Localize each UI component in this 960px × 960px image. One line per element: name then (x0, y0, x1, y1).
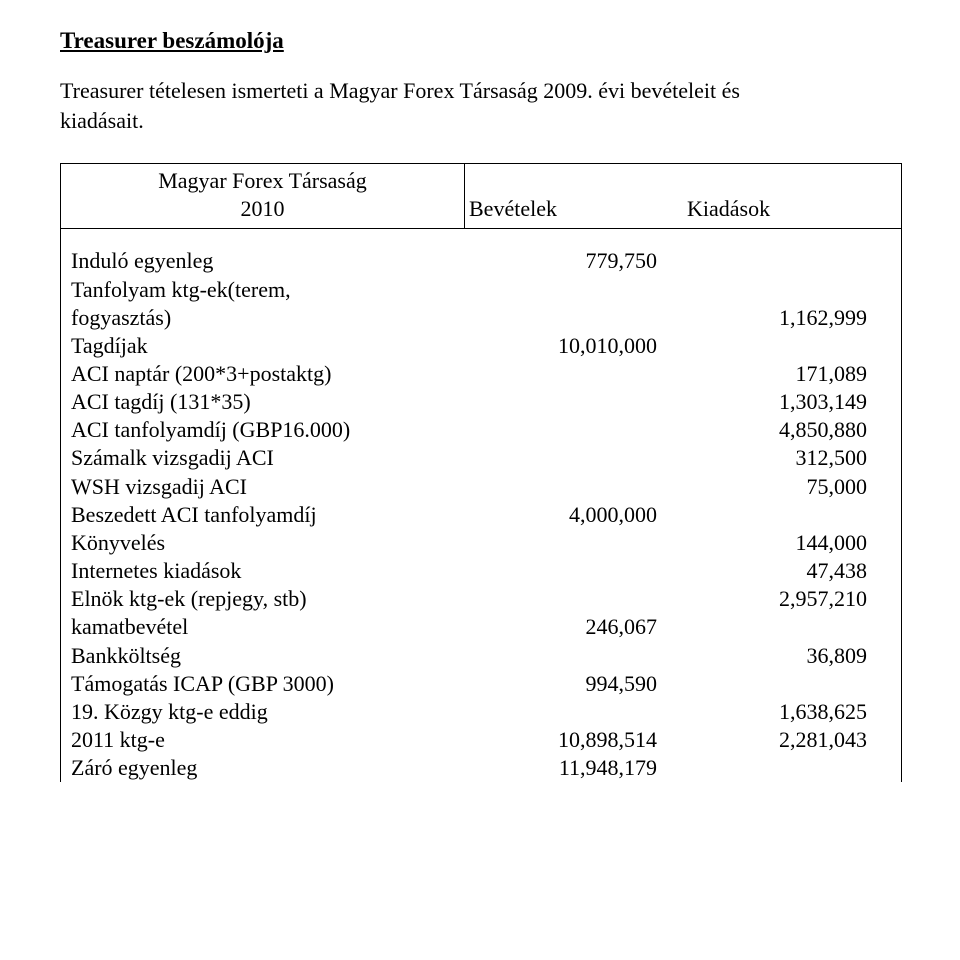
row-kiadas: 2,281,043 (675, 726, 885, 754)
row-bevetel: 779,750 (465, 247, 675, 275)
row-kiadas: 2,957,210 (675, 585, 885, 613)
row-label: Támogatás ICAP (GBP 3000) (61, 670, 465, 698)
org-name: Magyar Forex Társaság (67, 168, 458, 194)
row-label: ACI tanfolyamdíj (GBP16.000) (61, 416, 465, 444)
table-row: WSH vizsgadij ACI 75,000 (61, 473, 901, 501)
table-row: 2011 ktg-e10,898,5142,281,043 (61, 726, 901, 754)
row-bevetel (465, 642, 675, 670)
row-bevetel: 10,010,000 (465, 332, 675, 360)
row-label: 19. Közgy ktg-e eddig (61, 698, 465, 726)
table-row: Könyvelés 144,000 (61, 529, 901, 557)
row-label: WSH vizsgadij ACI (61, 473, 465, 501)
row-bevetel: 10,898,514 (465, 726, 675, 754)
row-bevetel: 11,948,179 (465, 754, 675, 782)
row-kiadas (675, 332, 885, 360)
table-row: kamatbevétel246,067 (61, 613, 901, 641)
row-kiadas (675, 613, 885, 641)
row-label: Záró egyenleg (61, 754, 465, 782)
row-bevetel (465, 473, 675, 501)
page-title: Treasurer beszámolója (60, 28, 900, 54)
table-header-left: Magyar Forex Társaság 2010 (61, 164, 465, 228)
row-label: Beszedett ACI tanfolyamdíj (61, 501, 465, 529)
row-label: Könyvelés (61, 529, 465, 557)
row-kiadas: 312,500 (675, 444, 885, 472)
table-row: fogyasztás) 1,162,999 (61, 304, 901, 332)
table-row: Beszedett ACI tanfolyamdíj4,000,000 (61, 501, 901, 529)
row-label: 2011 ktg-e (61, 726, 465, 754)
table-row: Tanfolyam ktg-ek(terem, (61, 276, 901, 304)
row-kiadas: 144,000 (675, 529, 885, 557)
row-bevetel: 994,590 (465, 670, 675, 698)
financial-table: Magyar Forex Társaság 2010 Bevételek Kia… (60, 163, 902, 782)
table-row: Támogatás ICAP (GBP 3000)994,590 (61, 670, 901, 698)
row-bevetel: 4,000,000 (465, 501, 675, 529)
row-bevetel (465, 276, 675, 304)
col-header-bevetelek: Bevételek (465, 164, 683, 228)
year: 2010 (67, 196, 458, 222)
table-row: Záró egyenleg11,948,179 (61, 754, 901, 782)
row-kiadas: 47,438 (675, 557, 885, 585)
row-label: Tanfolyam ktg-ek(terem, (61, 276, 465, 304)
col-header-kiadasok: Kiadások (683, 164, 901, 228)
row-bevetel (465, 360, 675, 388)
row-bevetel (465, 388, 675, 416)
row-kiadas (675, 670, 885, 698)
row-label: kamatbevétel (61, 613, 465, 641)
row-kiadas: 1,303,149 (675, 388, 885, 416)
row-label: Internetes kiadások (61, 557, 465, 585)
row-label: Bankköltség (61, 642, 465, 670)
row-label: Számalk vizsgadij ACI (61, 444, 465, 472)
table-row: ACI tanfolyamdíj (GBP16.000) 4,850,880 (61, 416, 901, 444)
table-row: Tagdíjak10,010,000 (61, 332, 901, 360)
table-row: Elnök ktg-ek (repjegy, stb) 2,957,210 (61, 585, 901, 613)
row-bevetel: 246,067 (465, 613, 675, 641)
row-bevetel (465, 585, 675, 613)
table-row: Internetes kiadások 47,438 (61, 557, 901, 585)
table-body: Induló egyenleg779,750Tanfolyam ktg-ek(t… (61, 229, 901, 782)
row-kiadas: 75,000 (675, 473, 885, 501)
intro-line-2: kiadásait. (60, 108, 144, 133)
table-header-right: Bevételek Kiadások (465, 164, 901, 228)
row-kiadas (675, 501, 885, 529)
table-row: Számalk vizsgadij ACI 312,500 (61, 444, 901, 472)
row-kiadas (675, 247, 885, 275)
row-kiadas (675, 754, 885, 782)
row-bevetel (465, 304, 675, 332)
intro-paragraph: Treasurer tételesen ismerteti a Magyar F… (60, 76, 900, 135)
row-label: fogyasztás) (61, 304, 465, 332)
row-label: Elnök ktg-ek (repjegy, stb) (61, 585, 465, 613)
row-kiadas: 1,162,999 (675, 304, 885, 332)
row-kiadas: 1,638,625 (675, 698, 885, 726)
table-row: 19. Közgy ktg-e eddig 1,638,625 (61, 698, 901, 726)
table-header-row: Magyar Forex Társaság 2010 Bevételek Kia… (61, 164, 901, 229)
table-row: ACI naptár (200*3+postaktg) 171,089 (61, 360, 901, 388)
row-bevetel (465, 416, 675, 444)
row-bevetel (465, 557, 675, 585)
table-row: Induló egyenleg779,750 (61, 247, 901, 275)
row-bevetel (465, 529, 675, 557)
row-label: ACI tagdíj (131*35) (61, 388, 465, 416)
row-label: Tagdíjak (61, 332, 465, 360)
row-label: Induló egyenleg (61, 247, 465, 275)
row-kiadas (675, 276, 885, 304)
row-kiadas: 171,089 (675, 360, 885, 388)
row-kiadas: 36,809 (675, 642, 885, 670)
row-bevetel (465, 444, 675, 472)
row-bevetel (465, 698, 675, 726)
row-kiadas: 4,850,880 (675, 416, 885, 444)
page: Treasurer beszámolója Treasurer tételese… (0, 0, 960, 810)
table-row: ACI tagdíj (131*35) 1,303,149 (61, 388, 901, 416)
row-label: ACI naptár (200*3+postaktg) (61, 360, 465, 388)
table-row: Bankköltség 36,809 (61, 642, 901, 670)
intro-line-1: Treasurer tételesen ismerteti a Magyar F… (60, 78, 740, 103)
